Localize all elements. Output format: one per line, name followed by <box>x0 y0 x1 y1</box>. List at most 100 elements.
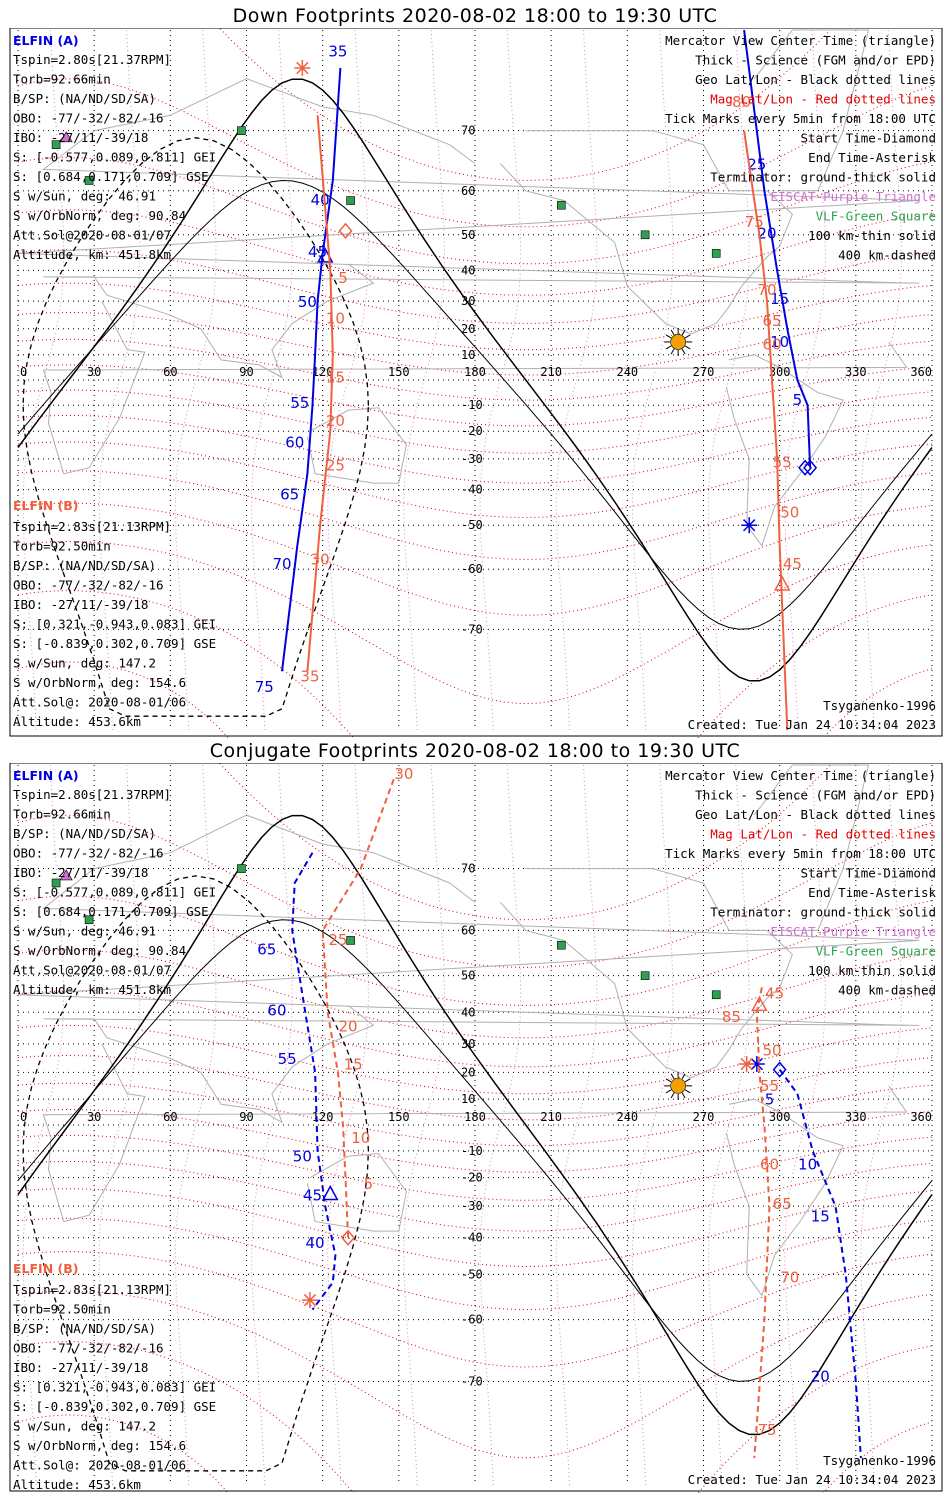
mag-longitude-line <box>174 764 217 1486</box>
legend-entry: Mag Lat/Lon - Red dotted lines <box>710 827 936 842</box>
mag-latitude-line <box>17 1161 933 1232</box>
conjugate-footprints-panel: Conjugate Footprints 2020-08-02 18:00 to… <box>0 740 950 1500</box>
sun-ray <box>665 1089 672 1094</box>
y-tick-label: 70 <box>461 124 475 138</box>
footprint-map: 0 30 60 90 120 150 180 210 240 270 300 330 360 -70 -60… <box>9 28 943 738</box>
elfin-a-info-line: Altitude, km: 451.8km <box>13 247 171 262</box>
track-time-label: 75 <box>757 1421 776 1439</box>
y-tick-label: -60 <box>461 562 483 576</box>
elfin-b-info-line: S: [0.321,-0.943,0.083] GEI <box>13 1380 216 1395</box>
start-diamond-marker <box>338 222 353 240</box>
created-timestamp: Created: Tue Jan 24 10:34:04 2023 <box>688 717 936 732</box>
vlf-site-marker <box>84 176 94 185</box>
mag-latitude-line <box>17 338 933 401</box>
elfin-a-info-line: S w/Sun, deg: 46.91 <box>13 924 156 939</box>
elfin-a-info-line: Tspin=2.80s[21.37RPM] <box>13 52 171 67</box>
mag-latitude-line <box>17 1134 933 1201</box>
track-time-label: 45 <box>783 555 802 573</box>
elfin-b-info-line: Altitude: 453.6km <box>13 714 141 729</box>
legend-entry: 100 km-thin solid <box>808 228 936 243</box>
track-time-label: 10 <box>351 1129 370 1147</box>
sun-ray <box>670 1073 675 1080</box>
vlf-site-marker <box>640 230 650 240</box>
y-tick-label: -50 <box>461 518 483 532</box>
track-time-label: 65 <box>280 486 299 504</box>
mag-latitude-line <box>17 990 933 1068</box>
end-asterisk-marker <box>294 59 311 76</box>
map-frame <box>9 763 943 1492</box>
vlf-site-marker <box>51 878 61 888</box>
mag-longitude-line <box>479 29 522 731</box>
mag-latitude-line <box>17 1290 933 1459</box>
vlf-site-marker <box>711 990 721 1000</box>
elfin-b-info-line: IBO: -27/11/-39/18 <box>13 1360 148 1375</box>
asterisk-stroke <box>743 519 756 532</box>
track-time-label: 45 <box>765 984 784 1002</box>
track-time-label: 50 <box>763 1042 782 1060</box>
legend-entry: 400 km-dashed <box>838 983 936 998</box>
footprint-track <box>743 130 789 731</box>
coastline <box>725 1098 844 1297</box>
legend-entry: EISCAT-Purple Triangle <box>770 189 936 204</box>
footprint-track <box>778 1069 862 1458</box>
track-time-label: 25 <box>328 931 347 949</box>
x-tick-label: 180 <box>464 1110 486 1124</box>
elfin-b-header: ELFIN (B) <box>13 498 78 513</box>
legend-entry: EISCAT-Purple Triangle <box>770 924 936 939</box>
elfin-a-info-line: S: [-0.577,0.089,0.811] GEI <box>13 885 216 900</box>
sun-icon <box>664 1071 693 1100</box>
end-asterisk-marker <box>301 1292 318 1309</box>
eiscat-site-marker <box>59 869 73 881</box>
mag-longitude-line <box>174 29 217 731</box>
legend-entry: Tick Marks every 5min from 18:00 UTC <box>665 846 936 861</box>
vlf-site-marker <box>640 971 650 980</box>
sun-ray <box>684 334 691 339</box>
x-tick-label: 90 <box>239 1110 253 1124</box>
legend-entry: Terminator: ground-thick solid <box>710 905 936 920</box>
legend-entry: Start Time-Diamond <box>801 131 936 146</box>
track-time-label: 25 <box>326 457 345 475</box>
y-tick-label: 50 <box>461 228 475 242</box>
asterisk-stroke <box>750 1057 764 1071</box>
sun-ray <box>665 1078 672 1083</box>
legend-entry: Mercator View Center Time (triangle) <box>665 33 936 48</box>
track-time-label: 65 <box>257 940 276 958</box>
track-time-label: 70 <box>272 555 291 573</box>
eiscat-site-marker <box>59 131 73 143</box>
track-time-label: 15 <box>344 1056 363 1074</box>
elfin-b-info-line: Altitude: 453.6km <box>13 1477 141 1492</box>
track-time-label: 70 <box>757 281 776 299</box>
mag-latitude-line <box>17 1217 933 1311</box>
panel-title: Conjugate Footprints 2020-08-02 18:00 to… <box>209 740 741 762</box>
map-content <box>17 28 933 738</box>
y-tick-label: -10 <box>461 1144 483 1158</box>
x-tick-label: 180 <box>464 365 486 379</box>
legend-entry: Mercator View Center Time (triangle) <box>665 768 936 783</box>
vlf-site-marker <box>51 140 61 149</box>
elfin-b-header: ELFIN (B) <box>13 1261 78 1276</box>
sun-ray <box>681 329 686 336</box>
x-tick-label: 240 <box>616 365 638 379</box>
mag-longitude-line <box>784 29 826 731</box>
legend-entry: Thick - Science (FGM and/or EPD) <box>695 53 936 68</box>
elfin-a-info-line: IBO: -27/11/-39/18 <box>13 865 148 880</box>
coastline <box>725 354 844 547</box>
mag-latitude-line <box>17 590 933 738</box>
track-time-label: 80 <box>732 93 751 111</box>
track-time-label: 5 <box>364 1175 374 1193</box>
terminator-400km-line <box>22 875 370 1472</box>
elfin-a-info-line: Att.Sol@2020-08-01/07 <box>13 228 171 243</box>
coastline <box>17 814 920 1026</box>
elfin-a-header: ELFIN (A) <box>13 768 79 783</box>
start-diamond-marker <box>341 1229 356 1246</box>
down-footprints-panel: Down Footprints 2020-08-02 18:00 to 19:3… <box>0 0 950 740</box>
x-tick-label: 360 <box>910 365 932 379</box>
elfin-b-info-line: Att.Sol@: 2020-08-01/06 <box>13 1458 186 1473</box>
mag-latitude-line <box>17 1054 933 1121</box>
sun-ray <box>684 1089 691 1094</box>
sun-ray <box>670 348 675 355</box>
track-time-label: 50 <box>293 1147 312 1165</box>
mag-latitude-line <box>17 441 933 519</box>
mag-longitude-line <box>22 764 65 1486</box>
track-time-label: 25 <box>747 155 766 173</box>
